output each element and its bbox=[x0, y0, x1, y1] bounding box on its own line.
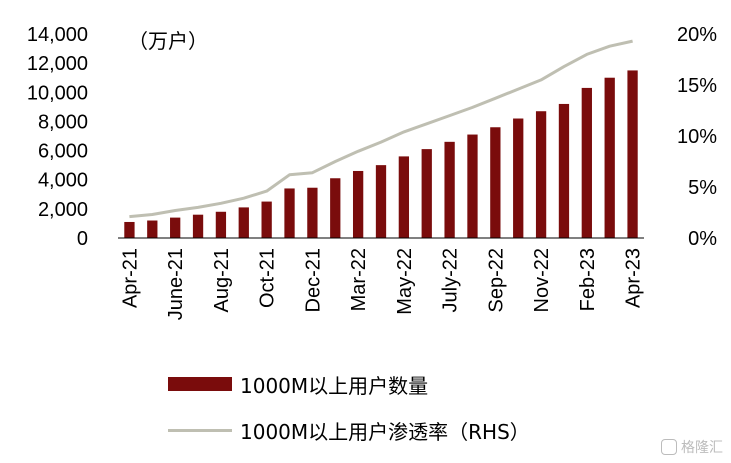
bar bbox=[124, 221, 135, 238]
x-tick-label: Aug-21 bbox=[211, 248, 233, 313]
bar bbox=[467, 134, 478, 238]
bar bbox=[421, 149, 432, 238]
bar bbox=[330, 178, 341, 238]
right-axis-ticks: 0% 5% 10% 15% 20% bbox=[677, 24, 717, 250]
watermark-logo-icon bbox=[661, 439, 677, 455]
bar bbox=[170, 217, 181, 238]
left-tick-label: 8,000 bbox=[38, 111, 88, 133]
left-tick-label: 2,000 bbox=[38, 199, 88, 221]
right-tick-label: 5% bbox=[688, 177, 717, 199]
left-tick-label: 4,000 bbox=[38, 170, 88, 192]
unit-label: （万户） bbox=[128, 29, 208, 53]
x-tick-label: Apr-21 bbox=[119, 248, 141, 308]
right-tick-label: 20% bbox=[677, 24, 717, 46]
x-tick-label: Mar-22 bbox=[348, 248, 370, 311]
bar bbox=[352, 170, 364, 238]
bar bbox=[307, 187, 318, 238]
bar bbox=[375, 165, 387, 238]
legend-bar-label: 1000M以上用户数量 bbox=[240, 373, 429, 398]
bar bbox=[558, 103, 570, 238]
bar bbox=[147, 220, 158, 238]
bar bbox=[261, 201, 272, 238]
bar bbox=[490, 127, 501, 238]
x-tick-label: July-22 bbox=[440, 248, 462, 312]
legend-bar-swatch bbox=[168, 377, 232, 391]
legend-line-label: 1000M以上用户渗透率（RHS） bbox=[240, 419, 530, 444]
legend-line-swatch bbox=[168, 428, 232, 432]
bar bbox=[627, 70, 638, 238]
watermark: 格隆汇 bbox=[661, 437, 723, 457]
legend-item-line: 1000M以上用户渗透率（RHS） bbox=[168, 410, 728, 450]
watermark-text: 格隆汇 bbox=[681, 440, 723, 456]
left-tick-label: 14,000 bbox=[27, 24, 88, 46]
x-tick-label: Oct-21 bbox=[257, 248, 279, 308]
bar bbox=[215, 211, 227, 238]
bar bbox=[192, 214, 204, 238]
x-tick-label: Sep-22 bbox=[485, 248, 507, 313]
left-tick-label: 10,000 bbox=[27, 82, 88, 104]
legend-item-bar: 1000M以上用户数量 bbox=[168, 364, 728, 404]
bar bbox=[604, 77, 615, 238]
left-tick-label: 0 bbox=[77, 228, 88, 250]
bar bbox=[284, 188, 295, 238]
x-tick-label: Feb-23 bbox=[577, 248, 599, 311]
left-axis-ticks: 0 2,000 4,000 6,000 8,000 10,000 12,000 14,000 bbox=[27, 24, 88, 250]
right-tick-label: 0% bbox=[688, 228, 717, 250]
right-tick-label: 10% bbox=[677, 126, 717, 148]
x-tick-label: Nov-22 bbox=[531, 248, 553, 312]
bar bbox=[581, 87, 592, 239]
bar bbox=[513, 118, 524, 238]
left-tick-label: 12,000 bbox=[27, 53, 88, 75]
bar bbox=[238, 207, 249, 238]
line-series bbox=[129, 39, 633, 219]
right-tick-label: 15% bbox=[677, 75, 717, 97]
x-tick-label: May-22 bbox=[394, 248, 416, 315]
x-tick-label: Dec-21 bbox=[302, 248, 324, 312]
bar-series bbox=[124, 70, 638, 239]
x-tick-label: Apr-23 bbox=[623, 248, 645, 308]
left-tick-label: 6,000 bbox=[38, 141, 88, 163]
x-axis-ticks: Apr-21 June-21 Aug-21 Oct-21 Dec-21 Mar-22 May… bbox=[119, 248, 644, 320]
x-tick-label: June-21 bbox=[165, 248, 187, 320]
bar bbox=[444, 141, 455, 238]
bar bbox=[398, 156, 410, 238]
bar bbox=[535, 111, 547, 238]
